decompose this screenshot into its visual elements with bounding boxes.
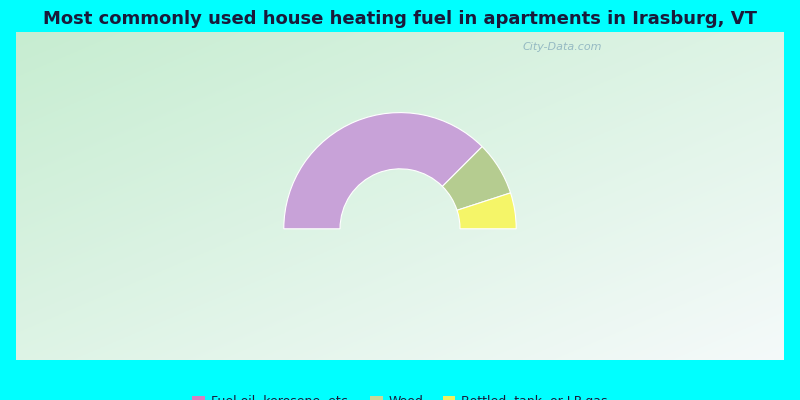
Legend: Fuel oil, kerosene, etc., Wood, Bottled, tank, or LP gas: Fuel oil, kerosene, etc., Wood, Bottled,… (187, 390, 613, 400)
Title: Most commonly used house heating fuel in apartments in Irasburg, VT: Most commonly used house heating fuel in… (43, 10, 757, 28)
Wedge shape (442, 147, 510, 210)
Text: City-Data.com: City-Data.com (522, 42, 602, 52)
Wedge shape (284, 112, 482, 229)
Wedge shape (457, 193, 516, 229)
